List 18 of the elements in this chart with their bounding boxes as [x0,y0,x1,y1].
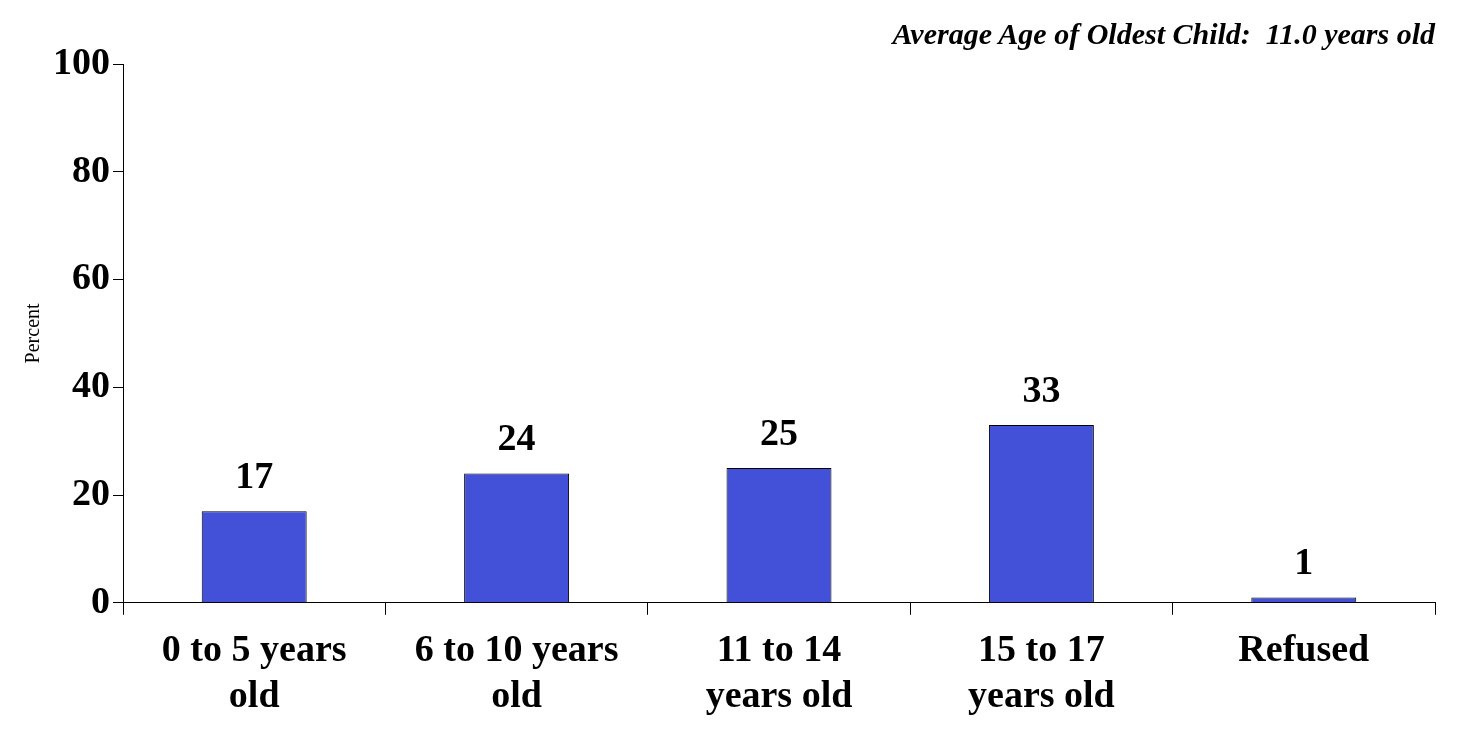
data-label: 25 [760,410,798,453]
data-label: 33 [1022,367,1061,410]
x-tick-label: 11 to 14 years old [705,627,853,716]
data-label: 24 [497,416,536,459]
x-tick-label: 0 to 5 years old [161,627,347,716]
y-tick-label: 80 [72,147,110,190]
y-tick-label: 20 [72,470,110,513]
data-label: 1 [1294,540,1314,583]
y-axis-title: Percent [21,302,44,364]
x-tick-label: Refused [1238,627,1370,670]
x-tick-label: 6 to 10 years old [414,627,619,716]
data-label: 17 [235,454,274,497]
y-tick-label: 100 [53,39,110,82]
y-tick-label: 60 [72,255,110,298]
x-tick-label: 15 to 17 years old [968,627,1115,716]
y-tick-label: 40 [72,363,110,406]
chart-title: Average Age of Oldest Child: 11.0 years old [890,16,1436,50]
y-tick-label: 0 [91,578,110,621]
